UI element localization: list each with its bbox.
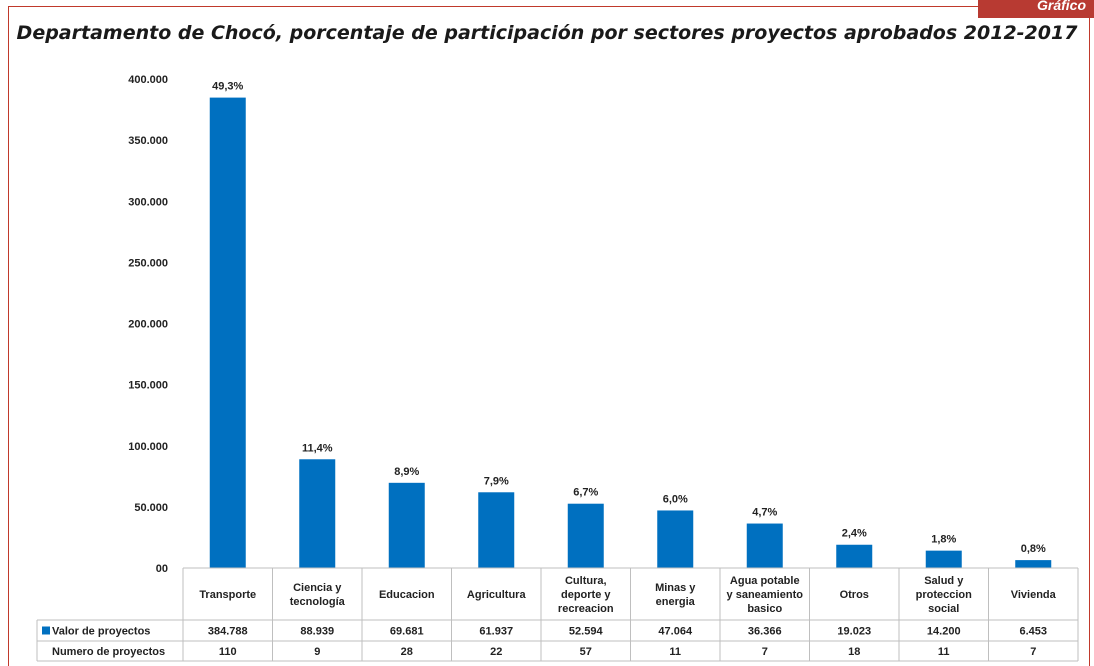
table-cell: 7 <box>1030 646 1036 658</box>
table-cell: 19.023 <box>837 626 871 638</box>
y-tick-label: 50.000 <box>134 502 168 514</box>
bar <box>836 544 873 568</box>
y-tick-label: 400.000 <box>128 74 168 86</box>
category-label: Agricultura <box>467 589 527 601</box>
category-label: Minas y energia <box>655 582 696 608</box>
bar <box>478 492 515 568</box>
table-cell: 69.681 <box>390 626 424 638</box>
category-label: Educacion <box>379 589 435 601</box>
category-label: Cultura, deporte y recreacion <box>558 575 614 615</box>
y-axis: 00 50.000 100.000 150.000 200.000 250.000 300.… <box>128 74 168 575</box>
bar <box>1015 560 1052 568</box>
table-cell: 22 <box>490 646 502 658</box>
table-cell: 110 <box>219 646 237 658</box>
figure-tab: Gráfico <box>978 0 1094 18</box>
percent-label: 49,3% <box>212 81 243 93</box>
y-tick-label: 00 <box>156 563 168 575</box>
y-tick-label: 200.000 <box>128 319 168 331</box>
table-cell: 11 <box>669 646 681 658</box>
bar <box>657 510 694 568</box>
table-cell: 28 <box>401 646 413 658</box>
y-tick-label: 300.000 <box>128 196 168 208</box>
percent-label: 4,7% <box>752 507 777 519</box>
data-table: Transporte Ciencia y tecnología Educacion Ag… <box>36 567 1079 662</box>
table-cell: 47.064 <box>658 626 693 638</box>
table-cell: 7 <box>762 646 768 658</box>
table-row-label: Valor de proyectos <box>52 626 150 638</box>
bar <box>567 503 604 568</box>
y-tick-label: 250.000 <box>128 257 168 269</box>
percent-label: 0,8% <box>1021 543 1046 555</box>
y-tick-label: 150.000 <box>128 380 168 392</box>
percent-label: 7,9% <box>484 475 509 487</box>
table-cell: 9 <box>314 646 320 658</box>
table-cell: 384.788 <box>208 626 248 638</box>
category-label: Salud y proteccion social <box>916 575 973 615</box>
chart-frame <box>8 6 1090 666</box>
bar <box>925 550 962 568</box>
bar <box>209 97 246 568</box>
category-label: Otros <box>840 589 869 601</box>
table-cell: 14.200 <box>927 626 961 638</box>
category-label: Vivienda <box>1011 589 1057 601</box>
bar <box>299 459 336 568</box>
percent-label: 6,0% <box>663 493 688 505</box>
category-label: Transporte <box>199 589 256 601</box>
percent-label: 6,7% <box>573 487 598 499</box>
y-tick-label: 350.000 <box>128 135 168 147</box>
bar <box>388 482 425 568</box>
table-cell: 52.594 <box>569 626 604 638</box>
table-row-label: Numero de proyectos <box>52 646 165 658</box>
bars <box>209 97 1052 568</box>
category-label: Ciencia y tecnología <box>290 582 346 608</box>
category-label: Agua potable y saneamiento basico <box>727 575 804 615</box>
percent-labels: 49,3% 11,4% 8,9% 7,9% 6,7% 6,0% 4,7% 2,4% 1,8% 0,… <box>212 81 1046 556</box>
table-cell: 61.937 <box>479 626 513 638</box>
y-tick-label: 100.000 <box>128 441 168 453</box>
chart-title: Departamento de Chocó, porcentaje de par… <box>16 22 1078 44</box>
table-cell: 6.453 <box>1019 626 1047 638</box>
percent-label: 2,4% <box>842 528 867 540</box>
table-cell: 36.366 <box>748 626 782 638</box>
table-cell: 88.939 <box>300 626 334 638</box>
percent-label: 1,8% <box>931 534 956 546</box>
legend-key <box>42 626 50 635</box>
table-cell: 11 <box>938 646 950 658</box>
table-cell: 18 <box>848 646 860 658</box>
percent-label: 8,9% <box>394 466 419 478</box>
table-cell: 57 <box>580 646 592 658</box>
percent-label: 11,4% <box>302 442 333 454</box>
bar <box>746 523 783 568</box>
